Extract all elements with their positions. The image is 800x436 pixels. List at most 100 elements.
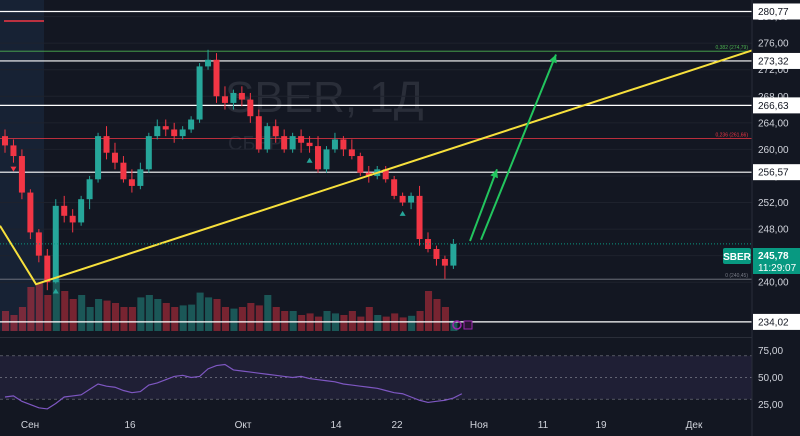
indicator-icons[interactable] — [452, 320, 473, 330]
volume-bar — [357, 316, 365, 331]
rsi-tick-label: 25,00 — [758, 400, 783, 411]
volume-bar — [52, 279, 60, 331]
candle-body — [35, 232, 42, 256]
candle-body — [196, 66, 203, 120]
candle-body — [78, 199, 85, 223]
fib-label: 0,382 (274,79) — [715, 45, 748, 51]
candle-body — [111, 152, 118, 163]
volume-bar — [18, 307, 26, 331]
last-price-value: 245,78 — [758, 251, 789, 262]
volume-bar — [340, 315, 348, 331]
volume-bar — [289, 311, 297, 331]
volume-bar — [247, 303, 255, 331]
volume-bar — [399, 317, 407, 331]
horizontal-levels[interactable] — [0, 10, 752, 323]
volume-bar — [27, 287, 35, 331]
volume-bar — [433, 299, 441, 331]
candle-body — [247, 99, 254, 117]
volume-bar — [196, 292, 204, 331]
time-tick-label: 19 — [595, 420, 607, 431]
level-tag-box — [753, 3, 800, 20]
price-tick-label: 268,00 — [758, 92, 789, 103]
forecast-arrow-line — [480, 54, 557, 241]
watermark-title: SBER, 1Д — [225, 73, 424, 122]
rsi-levels — [0, 355, 752, 400]
candle-body — [450, 243, 457, 266]
rsi-pane[interactable] — [0, 337, 752, 410]
earnings-icon — [463, 320, 473, 330]
fib-levels[interactable]: 0,382 (274,79) 0,236 (261,66) 0 (240,45) — [0, 45, 752, 280]
time-tick-label: Окт — [235, 420, 252, 431]
volume-bar — [2, 311, 10, 331]
candlesticks — [2, 49, 457, 291]
time-tick-label: Сен — [21, 420, 39, 431]
volume-bar — [348, 311, 356, 331]
volume-bar — [95, 299, 103, 331]
candle-body — [331, 139, 338, 150]
candle-body — [441, 258, 448, 266]
volume-bars — [2, 279, 458, 331]
candle-body — [323, 149, 330, 170]
candle-body — [221, 96, 228, 103]
volume-bar — [255, 305, 263, 331]
volume-bar — [145, 295, 153, 331]
candle-body — [103, 136, 110, 153]
volume-bar — [137, 297, 145, 331]
candle-body — [289, 136, 296, 150]
rsi-axis[interactable]: 75,00 50,00 25,00 — [758, 346, 783, 411]
candle-body — [272, 126, 279, 137]
volume-bar — [238, 307, 246, 331]
last-price-box — [753, 248, 800, 274]
level-tag-label: 266,63 — [758, 101, 789, 112]
volume-bar — [61, 291, 69, 331]
volume-bar — [416, 311, 424, 331]
price-tick-label: 272,00 — [758, 65, 789, 76]
candle-body — [52, 205, 59, 283]
forecast-arrow-line — [469, 168, 498, 242]
candle-body — [433, 249, 440, 259]
volume-bar — [221, 307, 230, 331]
forecast-arrows[interactable] — [469, 54, 557, 242]
trendline[interactable] — [0, 49, 753, 286]
candle-body — [86, 179, 93, 200]
candle-body — [264, 126, 271, 150]
candle-body — [2, 136, 8, 146]
candle-body — [298, 136, 305, 143]
candle-body — [171, 129, 178, 137]
volume-bar — [425, 291, 433, 331]
buy-marker — [52, 288, 59, 294]
countdown-timer: 11:29:07 — [758, 263, 797, 274]
candle-body — [179, 129, 186, 137]
candle-body — [154, 126, 161, 137]
volume-bar — [382, 316, 390, 331]
level-tag-box — [753, 313, 800, 330]
volume-bar — [315, 316, 323, 331]
last-price-tag: SBER 245,78 11:29:07 — [723, 248, 800, 274]
rsi-tick-label: 75,00 — [758, 346, 783, 357]
level-tag-box — [753, 97, 800, 114]
level-tag-label: 256,57 — [758, 168, 789, 179]
candle-body — [255, 116, 262, 150]
volume-bar — [154, 299, 162, 331]
sell-marker — [10, 166, 17, 172]
time-axis[interactable]: Сен 16 Окт 14 22 Ноя 11 19 Дек — [21, 420, 703, 431]
candle-body — [357, 156, 364, 173]
volume-bar — [264, 295, 272, 331]
candle-body — [213, 59, 220, 97]
candle-body — [238, 92, 245, 100]
signal-markers — [10, 157, 406, 294]
rsi-tick-label: 50,00 — [758, 373, 783, 384]
time-tick-label: Ноя — [470, 420, 488, 431]
symbol-label: SBER — [723, 252, 752, 263]
volume-bar — [103, 300, 111, 331]
volume-bar — [281, 311, 289, 331]
buy-marker — [306, 157, 313, 163]
volume-bar — [10, 315, 18, 331]
candle-body — [162, 126, 169, 130]
time-tick-label: 22 — [391, 420, 403, 431]
volume-bar — [450, 320, 458, 331]
candle-body — [145, 136, 152, 170]
candle-body — [120, 162, 127, 180]
